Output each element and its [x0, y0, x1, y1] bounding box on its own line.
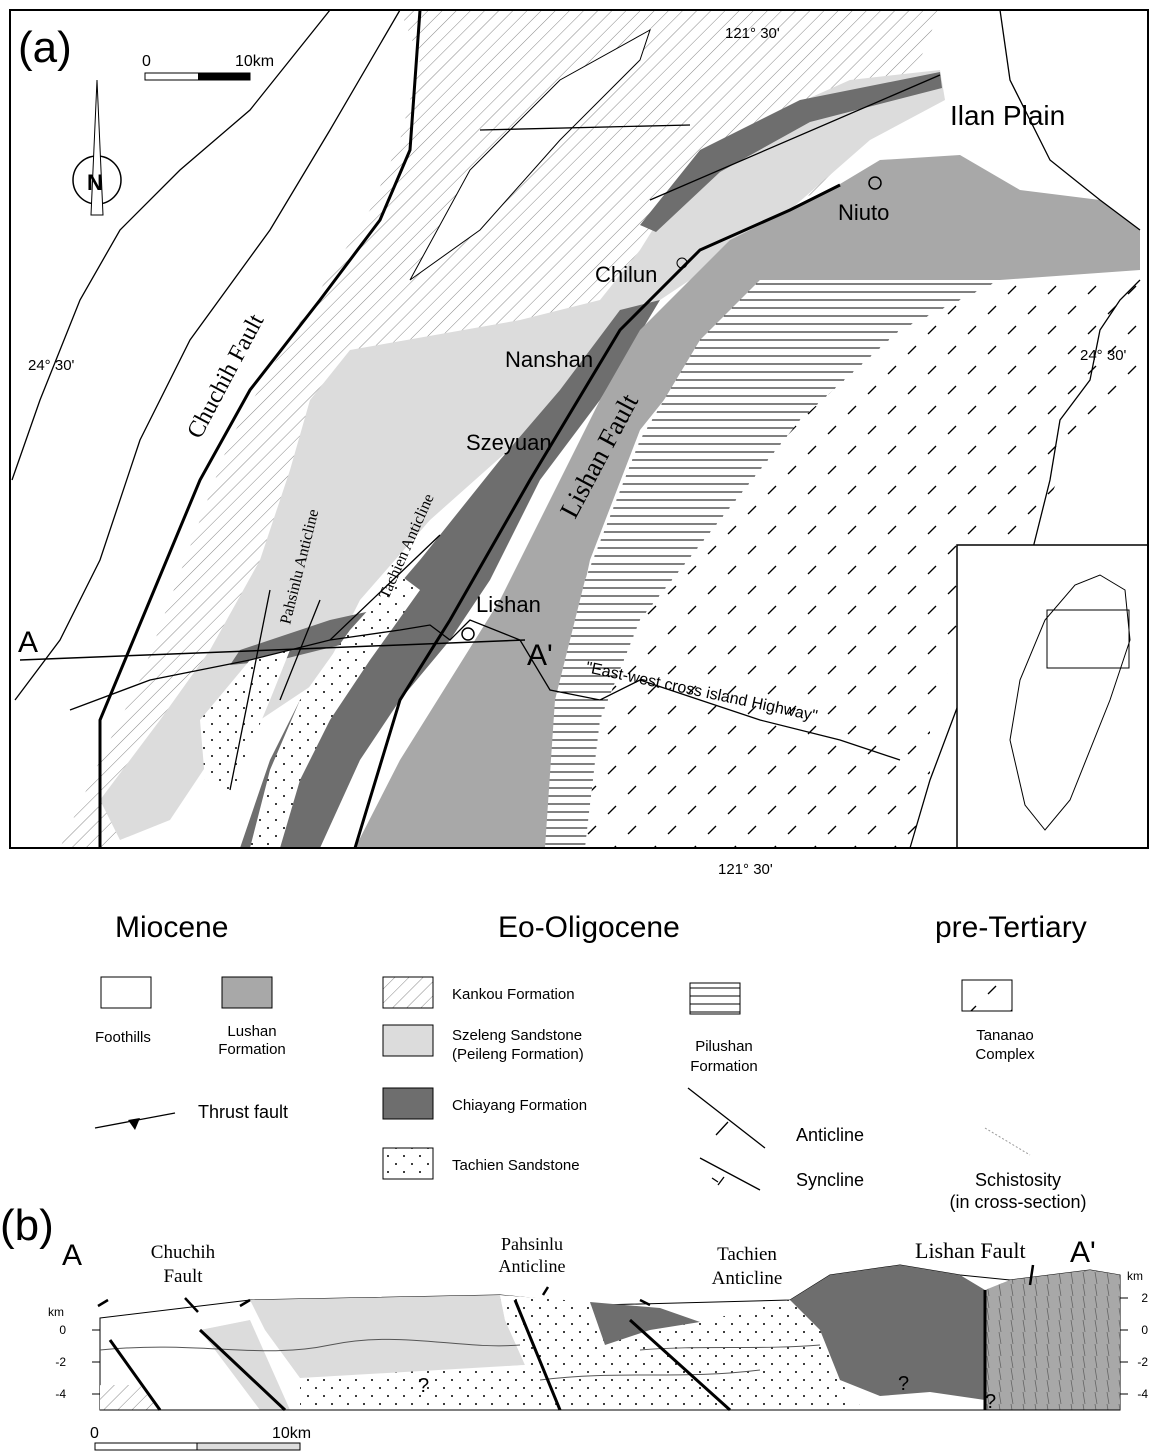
place-label: Lishan: [476, 592, 541, 617]
panel-label: (b): [0, 1201, 54, 1250]
depth-tick-label: -2: [55, 1355, 66, 1369]
szeleng-unit: [250, 1295, 525, 1378]
depth-tick-label: -4: [55, 1387, 66, 1401]
section-label: A': [1070, 1236, 1096, 1269]
unknown-mark: ?: [985, 1391, 996, 1413]
legend-swatch: [101, 977, 151, 1008]
figure: (a) 0 10km N 121° 30' 121° 30' 24° 30' 2…: [0, 0, 1150, 1453]
section-annotation: Lishan Fault: [915, 1238, 1026, 1263]
legend-label: Chiayang Formation: [452, 1097, 587, 1114]
place-label: Ilan Plain: [950, 100, 1065, 131]
coordinate-label: 24° 30': [1080, 347, 1127, 364]
legend-symbol: [128, 1118, 140, 1130]
depth-tick-label: 0: [59, 1323, 66, 1337]
scale-label: 10km: [235, 53, 274, 70]
legend-swatch: [690, 983, 740, 1014]
place-label: Chilun: [595, 262, 657, 287]
legend-heading: Eo-Oligocene: [498, 911, 680, 944]
depth-tick-label: -4: [1137, 1387, 1148, 1401]
north-label: N: [87, 170, 103, 195]
scale-label: 0: [90, 1425, 99, 1442]
section-label: A: [62, 1239, 82, 1272]
depth-tick-label: 0: [1141, 1323, 1148, 1337]
coordinate-label: 121° 30': [718, 861, 773, 878]
legend-symbol: [712, 1122, 728, 1185]
legend-swatch: [383, 977, 433, 1008]
cross-section: [95, 1265, 1120, 1450]
legend-label: Anticline: [796, 1125, 864, 1145]
legend-swatch: [222, 977, 272, 1008]
axis-unit: km: [1127, 1269, 1143, 1283]
scale-bar: [145, 73, 250, 80]
legend-label: Thrust fault: [198, 1102, 288, 1122]
scale-label: 0: [142, 53, 151, 70]
legend-heading: Miocene: [115, 911, 228, 944]
legend-swatch: [383, 1025, 433, 1056]
coordinate-label: 121° 30': [725, 25, 780, 42]
depth-tick-label: 2: [1141, 1291, 1148, 1305]
legend-symbol: [688, 1088, 765, 1190]
legend-symbol: [985, 1128, 1030, 1155]
place-label: Niuto: [838, 200, 889, 225]
unknown-mark: ?: [898, 1373, 909, 1395]
legend-swatch: [383, 1088, 433, 1119]
legend-heading: pre-Tertiary: [935, 911, 1087, 944]
place-label: Szeyuan: [466, 430, 552, 455]
depth-tick-label: -2: [1137, 1355, 1148, 1369]
legend: Miocene Eo-Oligocene pre-Tertiary Foothi…: [95, 911, 1087, 1212]
section-label: A: [18, 626, 38, 659]
unknown-mark: ?: [418, 1375, 429, 1397]
legend-label: Foothills: [95, 1029, 151, 1046]
scale-bar: [95, 1443, 300, 1450]
legend-swatch: [383, 1148, 433, 1179]
legend-label: Syncline: [796, 1170, 864, 1190]
axis-unit: km: [48, 1305, 64, 1319]
place-label: Nanshan: [505, 347, 593, 372]
coordinate-label: 24° 30': [28, 357, 75, 374]
legend-label: Szeleng Sandstone(Peileng Formation): [452, 1027, 584, 1063]
map: [10, 10, 1148, 848]
legend-label: Schistosity(in cross-section): [949, 1170, 1086, 1212]
page: (a) 0 10km N 121° 30' 121° 30' 24° 30' 2…: [0, 0, 1150, 1453]
legend-label: Kankou Formation: [452, 986, 575, 1003]
legend-swatch: [962, 980, 1012, 1011]
lushan-unit: [985, 1270, 1120, 1410]
scale-label: 10km: [272, 1425, 311, 1442]
inset: [957, 545, 1148, 848]
legend-label: Tachien Sandstone: [452, 1157, 580, 1174]
section-label: A': [527, 639, 553, 672]
panel-label: (a): [18, 23, 72, 72]
